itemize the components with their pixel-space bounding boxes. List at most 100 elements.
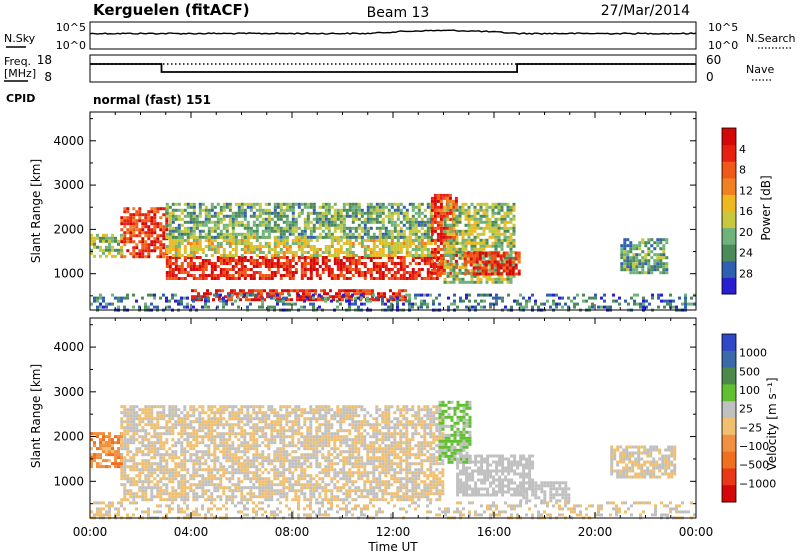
heatmap-cell [659,265,663,269]
heatmap-cell [156,246,160,250]
heatmap-cell [314,298,317,302]
heatmap-cell [399,296,402,300]
heatmap-cell [246,450,250,454]
heatmap-cell [484,251,488,255]
heatmap-cell [430,229,434,233]
heatmap-cell [312,265,316,268]
heatmap-cell [252,417,256,421]
heatmap-cell [644,259,648,263]
heatmap-cell [365,292,368,296]
heatmap-cell [243,223,247,227]
heatmap-cell [506,256,510,260]
heatmap-cell [293,289,296,293]
heatmap-cell [594,296,597,300]
heatmap-cell [294,202,298,206]
heatmap-cell [177,271,181,274]
heatmap-cell [240,202,244,206]
heatmap-cell [426,242,430,245]
heatmap-cell [207,480,211,484]
heatmap-cell [276,265,280,268]
heatmap-cell [210,420,214,424]
heatmap-cell [216,232,220,236]
heatmap-cell [273,305,276,309]
heatmap-cell [261,217,265,221]
heatmap-cell [482,247,486,251]
heatmap-cell [222,217,226,221]
heatmap-cell [213,474,217,478]
heatmap-cell [442,235,446,239]
heatmap-cell [360,274,364,277]
heatmap-cell [635,253,639,257]
heatmap-cell [237,232,241,236]
heatmap-cell [231,211,235,215]
heatmap-cell [180,486,184,490]
heatmap-cell [198,450,202,454]
heatmap-cell [207,226,211,230]
heatmap-cell [491,280,495,284]
heatmap-cell [378,214,382,218]
heatmap-cell [213,450,217,454]
heatmap-cell [447,296,450,300]
heatmap-cell [502,266,506,270]
heatmap-cell [219,245,223,248]
heatmap-cell [207,453,211,457]
heatmap-cell [245,298,248,302]
heatmap-cell [335,295,338,299]
heatmap-cell [375,254,379,257]
heatmap-cell [180,423,184,427]
heatmap-cell [276,262,280,265]
heatmap-cell [252,223,256,227]
heatmap-cell [168,248,172,251]
colorbar-segment [722,211,736,229]
heatmap-cell [656,268,660,272]
heatmap-cell [177,465,181,469]
heatmap-cell [219,208,223,212]
heatmap-cell [258,262,262,265]
heatmap-cell [366,256,370,259]
heatmap-cell [354,302,357,306]
heatmap-cell [408,239,412,242]
heatmap-cell [252,495,256,499]
heatmap-cell [177,235,181,239]
heatmap-cell [243,465,247,469]
heatmap-cell [393,220,397,224]
heatmap-cell [485,214,489,218]
heatmap-cell [426,223,430,227]
heatmap-cell [354,299,357,303]
heatmap-cell [240,498,244,502]
heatmap-cell [302,292,305,296]
heatmap-cell [429,265,433,268]
heatmap-cell [300,271,304,274]
heatmap-cell [393,242,397,245]
heatmap-cell [246,205,250,209]
heatmap-cell [456,305,459,309]
heatmap-cell [384,302,387,306]
heatmap-cell [461,235,465,239]
heatmap-cell [228,220,232,224]
heatmap-cell [497,277,501,281]
heatmap-cell [237,444,241,448]
heatmap-cell [309,220,313,224]
heatmap-cell [305,298,308,302]
heatmap-cell [216,293,219,297]
heatmap-cell [174,474,178,478]
heatmap-cell [285,220,289,224]
heatmap-cell [321,223,325,227]
heatmap-cell [629,247,633,251]
heatmap-cell [396,239,400,242]
heatmap-cell [255,411,259,415]
heatmap-cell [168,245,172,248]
heatmap-cell [276,251,280,254]
heatmap-cell [433,220,437,224]
heatmap-cell [141,219,145,223]
heatmap-cell [249,235,253,239]
heatmap-cell [243,435,247,439]
heatmap-cell [500,247,504,251]
heatmap-cell [264,274,268,277]
heatmap-cell [174,426,178,430]
heatmap-cell [269,289,272,293]
heatmap-cell [120,453,124,457]
heatmap-cell [665,262,669,266]
heatmap-cell [357,296,360,300]
heatmap-cell [123,432,127,436]
